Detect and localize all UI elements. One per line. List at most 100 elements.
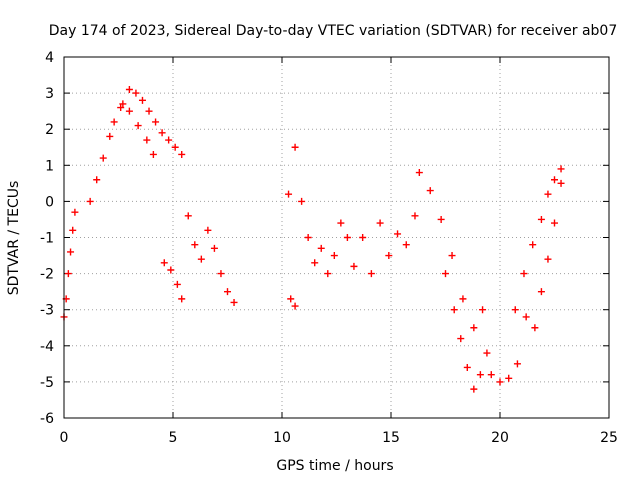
- x-tick-label: 15: [382, 430, 400, 446]
- data-point: [557, 179, 565, 187]
- data-point: [67, 248, 75, 256]
- data-point: [544, 255, 552, 263]
- data-point: [224, 288, 231, 296]
- data-point: [513, 360, 521, 368]
- y-tick-label: -2: [40, 267, 54, 283]
- data-point: [496, 378, 504, 386]
- x-tick-label: 25: [600, 430, 618, 446]
- data-point: [217, 270, 225, 278]
- y-tick-label: -6: [40, 411, 54, 427]
- data-point: [520, 270, 528, 278]
- data-point: [551, 219, 558, 227]
- data-point: [350, 262, 358, 270]
- data-point: [119, 100, 127, 108]
- data-point: [86, 197, 94, 205]
- data-point: [483, 349, 491, 357]
- data-point: [132, 89, 140, 97]
- data-point: [343, 234, 351, 241]
- data-point: [298, 197, 306, 205]
- data-point: [71, 208, 79, 216]
- data-point: [426, 187, 434, 195]
- data-point: [304, 234, 312, 241]
- data-point: [69, 226, 77, 234]
- data-point: [470, 385, 478, 393]
- data-point: [415, 169, 423, 177]
- data-point: [522, 313, 530, 321]
- data-point: [138, 96, 146, 104]
- data-point: [184, 212, 192, 220]
- data-point: [110, 118, 118, 126]
- data-point: [470, 324, 478, 332]
- data-point: [376, 219, 384, 227]
- x-tick-label: 10: [273, 430, 291, 446]
- data-point: [191, 241, 199, 249]
- data-point: [448, 252, 456, 260]
- data-point: [367, 270, 375, 278]
- data-point: [317, 244, 325, 252]
- data-point: [149, 150, 157, 158]
- y-tick-label: 4: [45, 50, 54, 66]
- data-point: [544, 190, 552, 198]
- y-tick-label: 2: [45, 122, 54, 138]
- data-point: [117, 104, 125, 112]
- data-point: [537, 288, 545, 296]
- data-point: [359, 234, 367, 241]
- data-point: [442, 270, 449, 278]
- x-tick-label: 5: [169, 430, 178, 446]
- data-point: [173, 280, 181, 288]
- data-point: [125, 85, 133, 93]
- data-point: [457, 335, 465, 343]
- data-point: [106, 132, 114, 140]
- data-point: [178, 295, 186, 303]
- data-point: [324, 270, 332, 278]
- data-point: [402, 241, 410, 249]
- data-point: [311, 259, 319, 267]
- y-tick-label: -3: [40, 303, 54, 319]
- data-point: [463, 363, 471, 371]
- x-axis-label: GPS time / hours: [276, 458, 393, 474]
- chart-title: Day 174 of 2023, Sidereal Day-to-day VTE…: [49, 23, 618, 39]
- data-point: [143, 136, 151, 144]
- data-point: [531, 324, 539, 332]
- data-point: [152, 118, 160, 126]
- data-point: [287, 295, 295, 303]
- data-point: [411, 212, 419, 220]
- y-tick-label: 3: [45, 86, 54, 102]
- x-tick-label: 0: [60, 430, 69, 446]
- plot-frame: [63, 56, 610, 419]
- data-point: [230, 298, 238, 306]
- data-point: [125, 107, 133, 115]
- data-point: [459, 295, 467, 303]
- data-point: [291, 302, 299, 310]
- y-tick-label: -5: [40, 375, 54, 391]
- data-point: [285, 190, 293, 198]
- data-point: [145, 107, 153, 115]
- data-points: [60, 85, 565, 393]
- data-point: [197, 255, 205, 263]
- data-point: [450, 306, 458, 314]
- data-point: [394, 230, 402, 238]
- data-point: [437, 215, 445, 223]
- data-point: [160, 259, 168, 267]
- data-point: [551, 176, 558, 184]
- data-point: [337, 219, 345, 227]
- data-point: [529, 241, 537, 249]
- y-tick-label: 0: [45, 194, 54, 210]
- data-point: [134, 122, 142, 130]
- data-point: [178, 150, 186, 158]
- data-point: [167, 266, 175, 274]
- tick-labels: 0 5 10 15 20 25 -6 -5 -4 -3 -2 -1 0 1 2 3 4: [40, 50, 618, 446]
- data-point: [64, 270, 72, 278]
- data-point: [537, 215, 545, 223]
- data-point: [385, 252, 393, 260]
- data-point: [505, 374, 513, 382]
- data-point: [291, 143, 299, 151]
- y-axis-label: SDTVAR / TECUs: [6, 181, 22, 296]
- data-point: [171, 143, 179, 151]
- y-tick-label: -1: [40, 231, 54, 247]
- data-point: [487, 371, 495, 379]
- data-point: [204, 226, 212, 234]
